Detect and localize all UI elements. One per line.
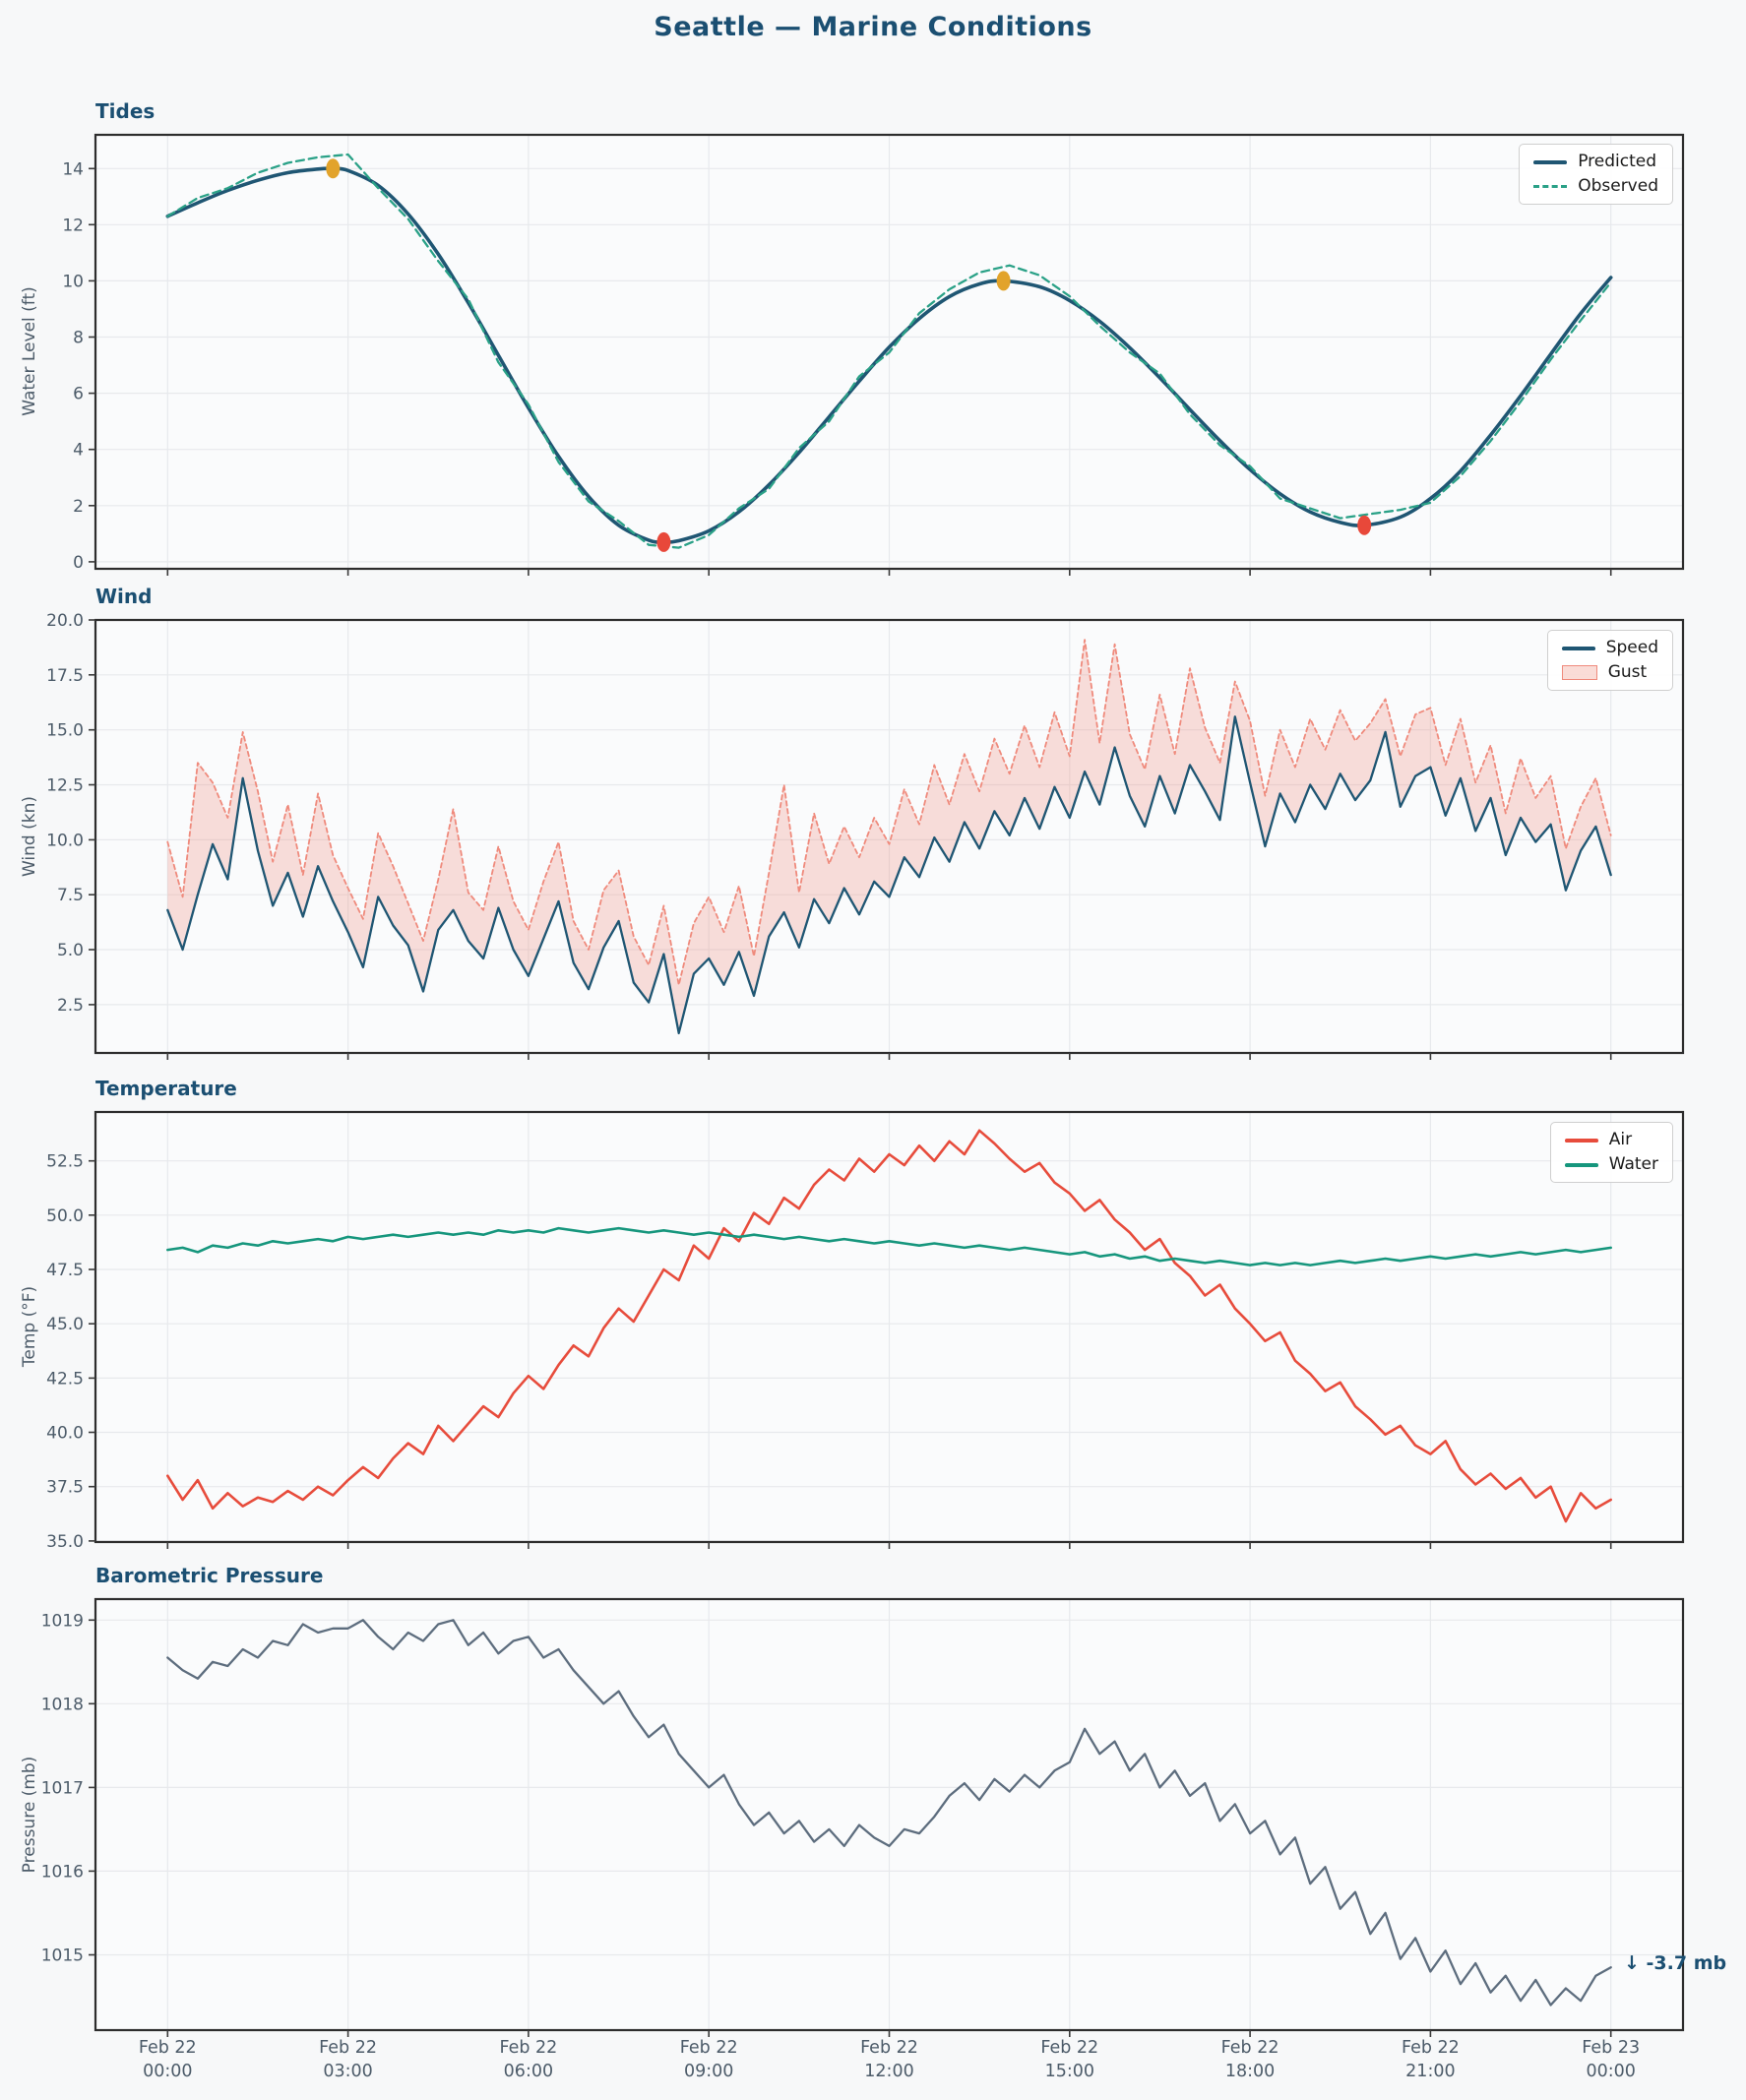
pressure-pressure-line <box>166 1619 1612 2007</box>
temperature-y-tick-label: 52.5 <box>46 1152 84 1172</box>
high-tide-marker <box>326 158 341 179</box>
x-tick-label: Feb 22 09:00 <box>680 2038 738 2081</box>
tides-y-tick-label: 12 <box>62 216 84 235</box>
legend-item-speed: Speed <box>1561 638 1658 657</box>
wind-y-tick-label: 15.0 <box>46 721 84 741</box>
high-tide-marker <box>996 271 1011 291</box>
temperature-y-tick-label: 40.0 <box>46 1424 84 1444</box>
temperature-legend: Air Water <box>1549 1122 1673 1183</box>
legend-label-gust: Gust <box>1607 662 1648 682</box>
wind-y-tick-label: 2.5 <box>57 996 84 1016</box>
pressure-y-tick-label: 1017 <box>41 1778 84 1798</box>
water-line-swatch <box>1564 1162 1598 1167</box>
legend-item-predicted: Predicted <box>1533 154 1658 170</box>
pressure-y-tick-label: 1018 <box>41 1695 84 1714</box>
x-tick-label: Feb 22 00:00 <box>139 2038 197 2081</box>
legend-item-gust: Gust <box>1561 662 1658 682</box>
legend-label-observed: Observed <box>1578 176 1658 196</box>
wind-gust-fill-area <box>167 640 1611 1033</box>
low-tide-marker <box>656 531 671 552</box>
temperature-y-tick-label: 45.0 <box>46 1315 84 1334</box>
x-tick-label: Feb 22 06:00 <box>499 2038 557 2081</box>
x-tick-label: Feb 22 15:00 <box>1040 2038 1098 2081</box>
low-tide-marker <box>1357 515 1372 535</box>
observed-line-swatch <box>1533 185 1568 188</box>
temperature-y-tick-label: 35.0 <box>46 1532 84 1552</box>
legend-label-air: Air <box>1608 1130 1633 1149</box>
temperature-y-tick-label: 37.5 <box>46 1478 84 1498</box>
pressure-y-tick-label: 1016 <box>41 1862 84 1882</box>
legend-label-speed: Speed <box>1605 638 1658 657</box>
panel-title-pressure: Barometric Pressure <box>95 1564 324 1587</box>
air-line-swatch <box>1564 1138 1598 1143</box>
tides-y-tick-label: 2 <box>73 497 84 517</box>
temperature-y-tick-label: 42.5 <box>46 1369 84 1389</box>
wind-gust-line <box>166 639 1612 986</box>
pressure-y-tick-label: 1015 <box>41 1946 84 1966</box>
pressure-drop-annotation: ↓ -3.7 mb <box>1624 1952 1727 1974</box>
tides-observed-line <box>166 153 1612 549</box>
legend-item-air: Air <box>1564 1130 1658 1149</box>
legend-item-observed: Observed <box>1533 178 1658 195</box>
panel-title-tides: Tides <box>95 99 156 123</box>
tides-y-tick-label: 14 <box>62 159 84 179</box>
x-tick-label: Feb 22 21:00 <box>1402 2038 1460 2081</box>
wind-y-tick-label: 10.0 <box>46 831 84 850</box>
x-tick-label: Feb 22 12:00 <box>860 2038 918 2081</box>
wind-legend: Speed Gust <box>1546 630 1673 691</box>
wind-y-tick-label: 17.5 <box>46 666 84 686</box>
predicted-line-swatch <box>1533 159 1568 164</box>
speed-line-swatch <box>1561 646 1595 650</box>
x-tick-label: Feb 23 00:00 <box>1582 2038 1640 2081</box>
wind-y-tick-label: 5.0 <box>57 941 84 960</box>
panel-title-temperature: Temperature <box>95 1077 237 1100</box>
temperature-water-line <box>166 1226 1612 1266</box>
temperature-y-tick-label: 50.0 <box>46 1206 84 1226</box>
wind-y-tick-label: 12.5 <box>46 776 84 796</box>
tides-y-tick-label: 10 <box>62 272 84 291</box>
panel-title-wind: Wind <box>95 585 153 608</box>
wind-y-tick-label: 20.0 <box>46 611 84 631</box>
temperature-y-tick-label: 47.5 <box>46 1261 84 1280</box>
gust-patch-swatch <box>1561 665 1597 680</box>
figure-title: Seattle — Marine Conditions <box>654 12 1092 42</box>
pressure-y-tick-label: 1019 <box>41 1611 84 1631</box>
tides-y-tick-label: 0 <box>73 553 84 573</box>
tides-y-tick-label: 4 <box>73 441 84 461</box>
temperature-air-line <box>166 1129 1612 1523</box>
wind-y-tick-label: 7.5 <box>57 886 84 905</box>
tides-legend: Predicted Observed <box>1519 144 1673 205</box>
tides-y-tick-label: 6 <box>73 385 84 404</box>
x-tick-label: Feb 22 18:00 <box>1221 2038 1279 2081</box>
tides-predicted-line <box>165 166 1613 544</box>
legend-item-water: Water <box>1564 1154 1658 1174</box>
legend-label-predicted: Predicted <box>1578 152 1657 171</box>
legend-label-water: Water <box>1608 1154 1658 1174</box>
tides-y-tick-label: 8 <box>73 329 84 348</box>
x-tick-label: Feb 22 03:00 <box>319 2038 377 2081</box>
wind-speed-line <box>166 715 1612 1035</box>
